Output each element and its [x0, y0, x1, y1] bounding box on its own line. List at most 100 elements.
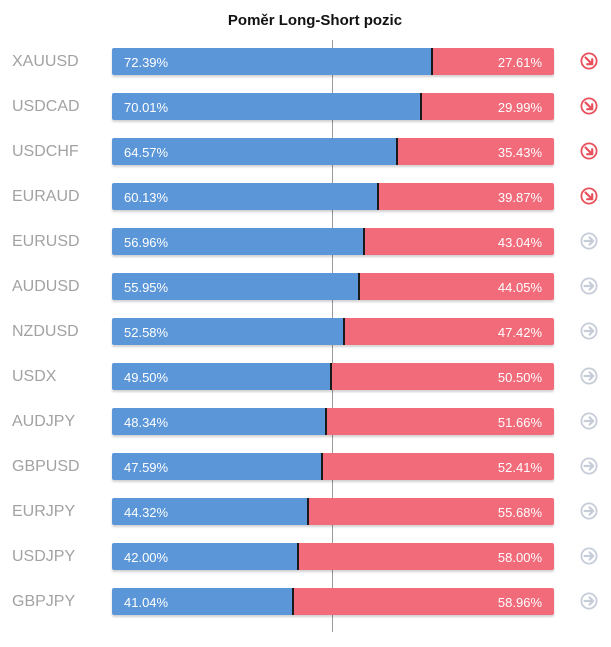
- long-segment: [112, 408, 326, 435]
- arrow-down-right-icon: [580, 187, 598, 205]
- ratio-bar: 56.96% 43.04%: [112, 228, 554, 255]
- symbol-label: NZDUSD: [12, 323, 79, 340]
- chart-row: AUDJPY 48.34% 51.66%: [0, 403, 611, 447]
- symbol-label: USDCAD: [12, 98, 80, 115]
- short-percent-label: 29.99%: [497, 100, 542, 115]
- ratio-bar: 41.04% 58.96%: [112, 588, 554, 615]
- symbol-label: XAUUSD: [12, 53, 79, 70]
- ratio-bar: 55.95% 44.05%: [112, 273, 554, 300]
- short-percent-label: 35.43%: [497, 145, 542, 160]
- short-percent-label: 47.42%: [497, 325, 542, 340]
- long-percent-label: 52.58%: [124, 325, 169, 340]
- symbol-label: USDX: [12, 368, 57, 385]
- chart-row: EURAUD 60.13% 39.87%: [0, 178, 611, 222]
- arrow-right-icon: [580, 457, 598, 475]
- arrow-right-icon: [580, 322, 598, 340]
- long-segment: [112, 363, 331, 390]
- short-percent-label: 51.66%: [497, 415, 542, 430]
- ratio-divider: [377, 183, 379, 210]
- chart-row: GBPUSD 47.59% 52.41%: [0, 448, 611, 492]
- short-percent-label: 52.41%: [497, 460, 542, 475]
- long-segment: [112, 183, 378, 210]
- ratio-bar: 72.39% 27.61%: [112, 48, 554, 75]
- short-segment: [397, 138, 554, 165]
- long-segment: [112, 588, 293, 615]
- ratio-divider: [431, 48, 433, 75]
- short-segment: [421, 93, 554, 120]
- chart-row: USDJPY 42.00% 58.00%: [0, 538, 611, 582]
- ratio-bar: 42.00% 58.00%: [112, 543, 554, 570]
- chart-row: USDCHF 64.57% 35.43%: [0, 133, 611, 177]
- long-segment: [112, 138, 397, 165]
- arrow-right-icon: [580, 367, 598, 385]
- ratio-bar: 64.57% 35.43%: [112, 138, 554, 165]
- long-segment: [112, 228, 364, 255]
- arrow-down-right-icon: [580, 52, 598, 70]
- long-percent-label: 44.32%: [124, 505, 169, 520]
- symbol-label: USDCHF: [12, 143, 79, 160]
- ratio-bar: 52.58% 47.42%: [112, 318, 554, 345]
- chart-row: GBPJPY 41.04% 58.96%: [0, 583, 611, 627]
- arrow-down-right-icon: [580, 97, 598, 115]
- short-percent-label: 58.00%: [497, 550, 542, 565]
- symbol-label: USDJPY: [12, 548, 76, 565]
- ratio-divider: [307, 498, 309, 525]
- short-segment: [308, 498, 554, 525]
- arrow-right-icon: [580, 277, 598, 295]
- chart-row: EURJPY 44.32% 55.68%: [0, 493, 611, 537]
- arrow-right-icon: [580, 547, 598, 565]
- short-percent-label: 55.68%: [497, 505, 542, 520]
- long-percent-label: 64.57%: [124, 145, 169, 160]
- short-segment: [364, 228, 554, 255]
- ratio-divider: [358, 273, 360, 300]
- chart-row: NZDUSD 52.58% 47.42%: [0, 313, 611, 357]
- short-percent-label: 39.87%: [497, 190, 542, 205]
- ratio-divider: [363, 228, 365, 255]
- ratio-bar: 44.32% 55.68%: [112, 498, 554, 525]
- short-segment: [293, 588, 554, 615]
- short-segment: [432, 48, 554, 75]
- long-percent-label: 55.95%: [124, 280, 169, 295]
- chart-row: USDCAD 70.01% 29.99%: [0, 88, 611, 132]
- short-segment: [359, 273, 554, 300]
- symbol-label: GBPUSD: [12, 458, 80, 475]
- symbol-label: AUDJPY: [12, 413, 76, 430]
- chart-row: USDX 49.50% 50.50%: [0, 358, 611, 402]
- long-percent-label: 72.39%: [124, 55, 169, 70]
- ratio-divider: [420, 93, 422, 120]
- short-percent-label: 27.61%: [497, 55, 542, 70]
- long-segment: [112, 543, 298, 570]
- ratio-divider: [330, 363, 332, 390]
- long-segment: [112, 318, 344, 345]
- short-segment: [298, 543, 554, 570]
- short-segment: [344, 318, 554, 345]
- short-percent-label: 44.05%: [497, 280, 542, 295]
- long-percent-label: 49.50%: [124, 370, 169, 385]
- symbol-label: AUDUSD: [12, 278, 80, 295]
- short-segment: [331, 363, 554, 390]
- chart-title: Poměr Long-Short pozic: [227, 12, 403, 29]
- chart-row: EURUSD 56.96% 43.04%: [0, 223, 611, 267]
- ratio-bar: 49.50% 50.50%: [112, 363, 554, 390]
- ratio-divider: [396, 138, 398, 165]
- chart-row: AUDUSD 55.95% 44.05%: [0, 268, 611, 312]
- short-percent-label: 50.50%: [497, 370, 542, 385]
- ratio-bar: 47.59% 52.41%: [112, 453, 554, 480]
- symbol-label: EURJPY: [12, 503, 76, 520]
- ratio-bar: 60.13% 39.87%: [112, 183, 554, 210]
- long-percent-label: 60.13%: [124, 190, 169, 205]
- arrow-down-right-icon: [580, 142, 598, 160]
- long-percent-label: 56.96%: [124, 235, 169, 250]
- long-percent-label: 48.34%: [124, 415, 169, 430]
- ratio-divider: [343, 318, 345, 345]
- long-segment: [112, 48, 432, 75]
- ratio-divider: [297, 543, 299, 570]
- ratio-divider: [321, 453, 323, 480]
- symbol-label: GBPJPY: [12, 593, 76, 610]
- short-percent-label: 58.96%: [497, 595, 542, 610]
- arrow-right-icon: [580, 232, 598, 250]
- long-segment: [112, 498, 308, 525]
- arrow-right-icon: [580, 502, 598, 520]
- symbol-label: EURAUD: [12, 188, 80, 205]
